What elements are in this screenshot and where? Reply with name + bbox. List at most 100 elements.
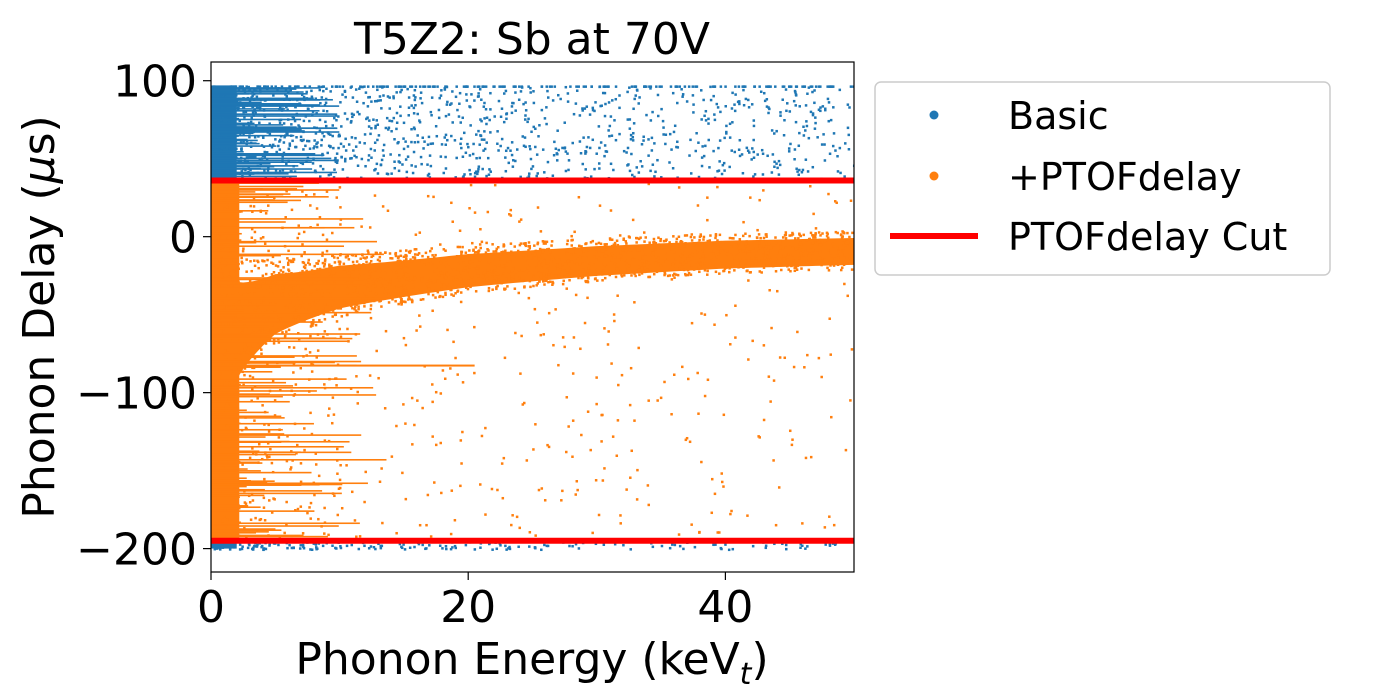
ptofdelay-point [598, 204, 602, 207]
ptofdelay-point [706, 378, 710, 382]
ptofdelay-point [280, 291, 283, 294]
basic-point [399, 105, 402, 108]
ptofdelay-point [435, 266, 438, 269]
ptofdelay-point [832, 245, 835, 248]
ptofdelay-point [480, 240, 484, 244]
ptofdelay-point [241, 463, 244, 466]
ptofdelay-point [381, 521, 384, 525]
basic-point [777, 173, 781, 176]
basic-point [691, 85, 695, 88]
ptofdelay-point [761, 251, 765, 254]
ptofdelay-point [256, 397, 259, 400]
basic-point [507, 547, 510, 550]
basic-dense-region-bottom [211, 540, 237, 549]
ptofdelay-point [400, 277, 404, 281]
ptofdelay-point [833, 257, 837, 261]
ptofdelay-point [363, 500, 366, 504]
ptofdelay-point [343, 279, 347, 283]
ptofdelay-point [731, 261, 734, 265]
basic-point [742, 88, 745, 92]
basic-point [327, 144, 331, 148]
ptofdelay-point [406, 271, 410, 274]
basic-point [373, 99, 377, 103]
basic-point [423, 85, 427, 88]
basic-point [216, 135, 219, 139]
basic-point [756, 153, 759, 156]
ptofdelay-point [333, 261, 337, 264]
basic-point [243, 116, 246, 119]
basic-point [468, 168, 471, 172]
ptofdelay-point [785, 264, 789, 267]
ptofdelay-point [806, 353, 809, 357]
ptofdelay-point [389, 257, 392, 260]
basic-point [440, 89, 443, 92]
ptofdelay-point [376, 258, 380, 262]
ptofdelay-point [300, 293, 304, 297]
ptofdelay-point [417, 252, 421, 255]
ptofdelay-point [365, 260, 368, 264]
ptofdelay-point [322, 335, 325, 339]
basic-point [421, 543, 424, 547]
ptofdelay-point [648, 241, 651, 244]
ptofdelay-point [500, 250, 503, 254]
basic-point [582, 136, 585, 139]
basic-point [329, 145, 332, 148]
basic-point [211, 136, 214, 140]
basic-point [367, 158, 370, 162]
basic-point [633, 97, 636, 101]
basic-point [302, 138, 305, 142]
ptofdelay-point [323, 532, 326, 535]
basic-point [224, 95, 227, 98]
basic-streak [211, 113, 337, 115]
basic-point [671, 91, 675, 95]
ptofdelay-point [578, 263, 582, 266]
basic-point [759, 90, 763, 94]
basic-point [724, 85, 727, 88]
basic-point [723, 136, 726, 140]
ptofdelay-point [214, 348, 217, 352]
ptofdelay-point [387, 293, 391, 296]
ptofdelay-point [391, 298, 394, 301]
basic-point [669, 85, 673, 88]
basic-point [779, 111, 782, 114]
ptofdelay-point [846, 294, 849, 298]
ptofdelay-point [543, 240, 546, 244]
ptofdelay-point [719, 240, 722, 244]
basic-point [380, 158, 384, 162]
ptofdelay-point [241, 261, 244, 265]
basic-streak [211, 90, 291, 92]
ptofdelay-point [781, 236, 785, 239]
basic-point [314, 97, 318, 100]
ptofdelay-point [672, 235, 675, 238]
ptofdelay-streak [211, 290, 356, 293]
basic-point [626, 118, 630, 121]
basic-point [801, 544, 804, 548]
basic-point [824, 107, 827, 111]
basic-point [571, 141, 574, 145]
ptofdelay-point [224, 323, 228, 326]
basic-point [388, 96, 391, 99]
ptofdelay-point [429, 535, 433, 538]
basic-point [211, 156, 214, 159]
basic-point [252, 155, 255, 159]
ptofdelay-point [402, 284, 406, 287]
basic-point [468, 105, 471, 108]
basic-point [660, 107, 663, 111]
ptofdelay-point [766, 251, 770, 255]
basic-point [410, 140, 413, 144]
ptofdelay-point [793, 264, 797, 267]
ptofdelay-point [265, 454, 269, 457]
basic-point [496, 130, 499, 133]
ptofdelay-point [259, 285, 262, 288]
basic-point [588, 113, 592, 116]
ptofdelay-point [532, 284, 535, 288]
basic-point [318, 88, 322, 92]
ptofdelay-point [518, 275, 521, 279]
ptofdelay-point [683, 245, 686, 248]
ptofdelay-point [623, 251, 627, 255]
ptofdelay-point [413, 280, 417, 283]
ptofdelay-point [623, 270, 627, 274]
ptofdelay-point [509, 242, 513, 245]
basic-point [251, 548, 255, 551]
basic-point [246, 546, 250, 550]
